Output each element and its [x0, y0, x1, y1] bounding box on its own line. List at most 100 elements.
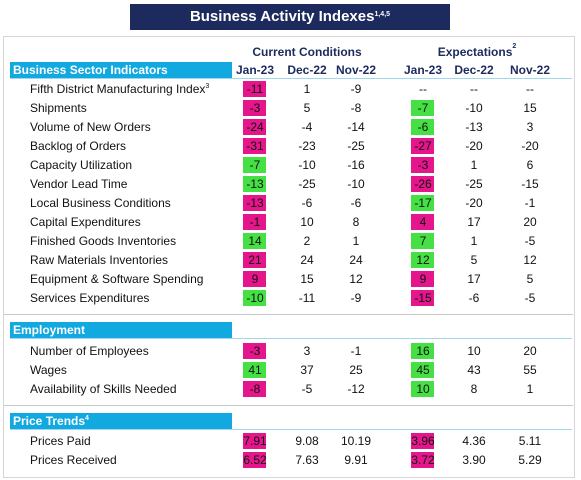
highlight — [411, 195, 434, 211]
highlight — [411, 271, 434, 287]
cell-value: 41 — [248, 363, 262, 377]
column-header: Jan-23 — [403, 63, 443, 77]
cell-value: 2 — [303, 234, 311, 248]
highlight — [243, 381, 266, 397]
cell-value: -13 — [246, 177, 264, 191]
cell-value: 8 — [470, 382, 478, 396]
highlight — [243, 81, 266, 97]
cell-value: 1 — [470, 158, 478, 172]
cell-value: 45 — [416, 363, 430, 377]
cell-value: -- — [526, 82, 534, 96]
cell-value: 10 — [300, 215, 314, 229]
row-label: Finished Goods Inventories — [30, 233, 176, 249]
cell-value: -13 — [465, 120, 483, 134]
highlight — [243, 362, 266, 378]
highlight — [243, 195, 266, 211]
cell-value: -5 — [301, 382, 313, 396]
cell-value: -6 — [468, 291, 480, 305]
group-header: Current Conditions — [237, 45, 377, 59]
row-label: Prices Received — [30, 452, 117, 468]
cell-value: -5 — [524, 234, 536, 248]
cell-value: -31 — [246, 139, 264, 153]
highlight — [411, 452, 434, 468]
row-label-sup: 3 — [205, 83, 210, 90]
cell-value: 4 — [419, 215, 427, 229]
row-label: Wages — [30, 362, 67, 378]
highlight — [411, 214, 434, 230]
cell-value: 3.90 — [462, 453, 486, 467]
row-label-text: Equipment & Software Spending — [30, 272, 204, 286]
cell-value: -1 — [249, 215, 261, 229]
cell-value: 43 — [467, 363, 481, 377]
cell-value: 12 — [416, 253, 430, 267]
cell-value: -10 — [246, 291, 264, 305]
cell-value: -10 — [347, 177, 365, 191]
column-header: Jan-23 — [235, 63, 275, 77]
cell-value: -20 — [465, 139, 483, 153]
row-label-text: Backlog of Orders — [30, 139, 127, 153]
cell-value: -3 — [249, 101, 261, 115]
cell-value: 6 — [526, 158, 534, 172]
cell-value: -15 — [414, 291, 432, 305]
cell-value: -25 — [347, 139, 365, 153]
cell-value: 3.96 — [411, 434, 435, 448]
cell-value: 21 — [248, 253, 262, 267]
cell-value: 5.11 — [518, 434, 542, 448]
highlight — [243, 290, 266, 306]
highlight — [411, 252, 434, 268]
cell-value: -9 — [350, 82, 362, 96]
group-text: Expectations — [437, 45, 513, 59]
row-label: Capital Expenditures — [30, 214, 141, 230]
cell-value: -12 — [347, 382, 365, 396]
row-label: Capacity Utilization — [30, 157, 132, 173]
section-header: Price Trends4 — [10, 413, 232, 429]
highlight — [243, 252, 266, 268]
cell-value: 16 — [416, 344, 430, 358]
separator — [4, 405, 573, 406]
row-label: Volume of New Orders — [30, 119, 151, 135]
cell-value: -10 — [298, 158, 316, 172]
section-title: Price Trends — [13, 414, 86, 428]
cell-value: -15 — [521, 177, 539, 191]
cell-value: 7 — [419, 234, 427, 248]
row-label: Number of Employees — [30, 343, 149, 359]
cell-value: -11 — [298, 291, 316, 305]
section-header: Employment — [10, 322, 232, 338]
row-label: Backlog of Orders — [30, 138, 126, 154]
cell-value: 10 — [416, 382, 430, 396]
rule — [10, 338, 572, 339]
highlight — [243, 433, 266, 449]
separator — [4, 314, 573, 315]
row-label: Vendor Lead Time — [30, 176, 127, 192]
row-label: Availability of Skills Needed — [30, 381, 177, 397]
cell-value: 12 — [349, 272, 363, 286]
cell-value: -7 — [417, 101, 429, 115]
highlight — [243, 100, 266, 116]
cell-value: 37 — [300, 363, 314, 377]
group-header: Expectations2 — [407, 43, 547, 59]
cell-value: 3 — [526, 120, 534, 134]
cell-value: 15 — [300, 272, 314, 286]
column-header: Nov-22 — [509, 63, 550, 77]
cell-value: 20 — [523, 344, 537, 358]
section-title: Employment — [13, 323, 86, 337]
cell-value: 14 — [248, 234, 262, 248]
rule — [10, 78, 572, 79]
highlight — [411, 157, 434, 173]
highlight — [243, 343, 266, 359]
row-label-text: Shipments — [30, 101, 87, 115]
highlight — [243, 119, 266, 135]
cell-value: 4.36 — [462, 434, 486, 448]
row-label-text: Wages — [30, 363, 67, 377]
row-label-text: Fifth District Manufacturing Index — [30, 82, 206, 96]
cell-value: -17 — [414, 196, 432, 210]
cell-value: 55 — [523, 363, 537, 377]
cell-value: 10 — [467, 344, 481, 358]
cell-value: 5 — [303, 101, 311, 115]
cell-value: -9 — [350, 291, 362, 305]
cell-value: -6 — [301, 196, 313, 210]
title-text: Business Activity Indexes — [189, 8, 375, 25]
cell-value: 6.52 — [243, 453, 267, 467]
row-label: Prices Paid — [30, 433, 91, 449]
cell-value: -25 — [465, 177, 483, 191]
